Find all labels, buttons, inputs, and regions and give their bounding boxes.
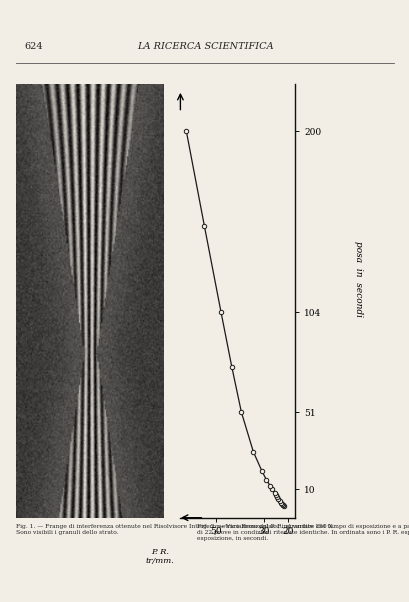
Text: posa  in  secondi: posa in secondi bbox=[353, 241, 362, 317]
Text: Fig. 2. — Variazione del P. R. al variare del tempo di esposizione e a parità di: Fig. 2. — Variazione del P. R. al variar… bbox=[196, 524, 409, 541]
Text: Fig. 1. — Frange di interferenza ottenute nel Risolvisore Interferometrico Bronz: Fig. 1. — Frange di interferenza ottenut… bbox=[16, 524, 334, 535]
Text: LA RICERCA SCIENTIFICA: LA RICERCA SCIENTIFICA bbox=[136, 42, 273, 51]
Text: 624: 624 bbox=[25, 42, 43, 51]
Text: P. R.
tr/mm.: P. R. tr/mm. bbox=[145, 548, 174, 565]
